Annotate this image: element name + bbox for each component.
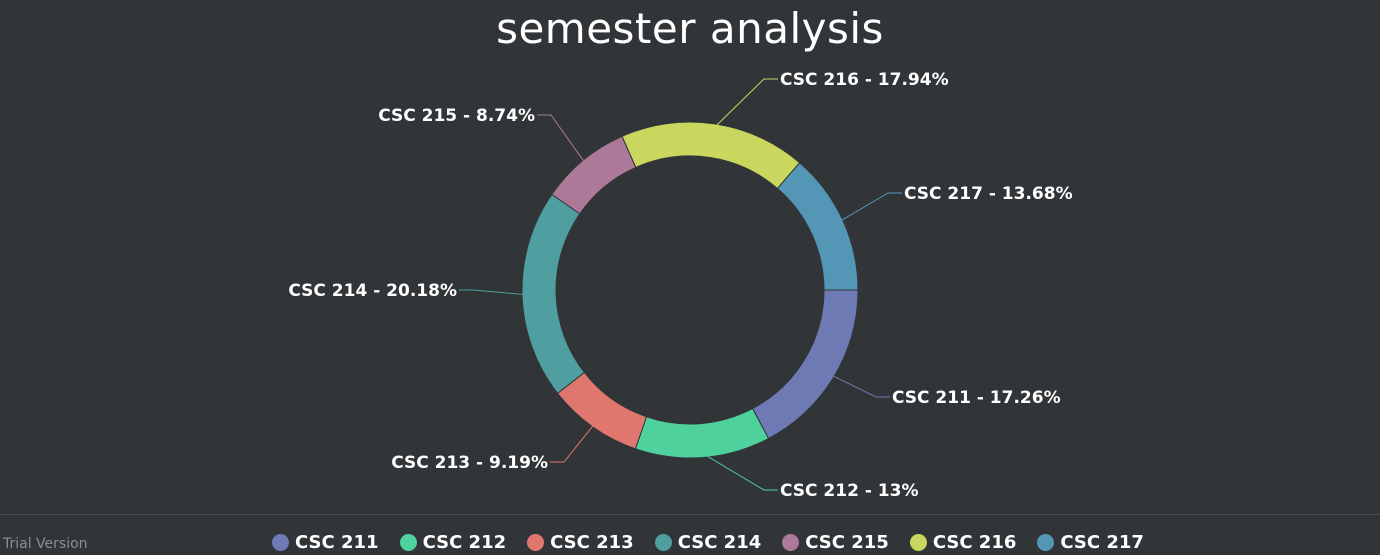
- legend-label: CSC 213: [550, 531, 634, 553]
- donut-slice-csc-212[interactable]: [634, 407, 770, 459]
- slice-label-csc-213: CSC 213 - 9.19%: [391, 453, 548, 473]
- donut-slice-csc-214[interactable]: [521, 193, 586, 395]
- legend-dot-icon: [782, 533, 800, 551]
- legend-item-csc-212[interactable]: CSC 212: [399, 531, 507, 553]
- legend-dot-icon: [399, 533, 417, 551]
- leader-line-csc-211: [830, 374, 890, 398]
- donut-slice-csc-213[interactable]: [556, 371, 648, 450]
- donut-chart: CSC 211 - 17.26% CSC 212 - 13% CSC 213 - 9…: [288, 70, 1073, 501]
- leader-line-csc-212: [702, 453, 778, 491]
- slice-label-csc-215: CSC 215 - 8.74%: [378, 106, 535, 126]
- legend-dot-icon: [272, 533, 289, 551]
- donut-slice-csc-215[interactable]: [551, 135, 637, 215]
- legend-label: CSC 211: [295, 531, 379, 553]
- legend-label: CSC 216: [932, 531, 1017, 553]
- slice-label-csc-216: CSC 216 - 17.94%: [780, 70, 949, 90]
- legend-item-csc-211[interactable]: CSC 211: [272, 532, 379, 553]
- leader-line-csc-213: [550, 423, 596, 463]
- donut-slice-csc-217[interactable]: [776, 162, 859, 291]
- chart-title: semester analysis: [496, 4, 884, 53]
- legend-dot-icon: [909, 533, 927, 551]
- slice-label-csc-214: CSC 214 - 20.18%: [288, 281, 457, 301]
- legend-dot-icon: [654, 533, 672, 551]
- slice-label-csc-211: CSC 211 - 17.26%: [892, 388, 1061, 408]
- legend-item-csc-213[interactable]: CSC 213: [527, 532, 634, 553]
- legend-item-csc-217[interactable]: CSC 217: [1037, 532, 1144, 553]
- legend-item-csc-215[interactable]: CSC 215: [782, 532, 889, 553]
- legend-dot-icon: [527, 533, 545, 551]
- legend-item-csc-216[interactable]: CSC 216: [909, 531, 1017, 553]
- legend-divider: [0, 514, 1380, 515]
- legend-item-csc-214[interactable]: CSC 214: [654, 531, 762, 553]
- slice-label-csc-217: CSC 217 - 13.68%: [904, 184, 1073, 204]
- leader-line-csc-215: [537, 114, 586, 164]
- legend-dot-icon: [1037, 533, 1055, 551]
- trial-version-text: Trial Version: [3, 536, 88, 552]
- donut-slice-csc-216[interactable]: [621, 121, 801, 190]
- leader-line-csc-217: [838, 192, 902, 223]
- leader-line-csc-216: [713, 78, 778, 129]
- slice-label-csc-212: CSC 212 - 13%: [780, 481, 919, 501]
- legend-label: CSC 212: [422, 531, 507, 553]
- legend-label: CSC 215: [805, 531, 889, 553]
- legend-label: CSC 217: [1060, 531, 1144, 553]
- leader-line-csc-214: [459, 289, 527, 296]
- legend-label: CSC 214: [677, 531, 762, 553]
- donut-slice-csc-211[interactable]: [751, 289, 859, 440]
- chart-legend: CSC 211 CSC 212 CSC 213 CSC 214 CSC 215 CSC 2…: [272, 530, 1165, 554]
